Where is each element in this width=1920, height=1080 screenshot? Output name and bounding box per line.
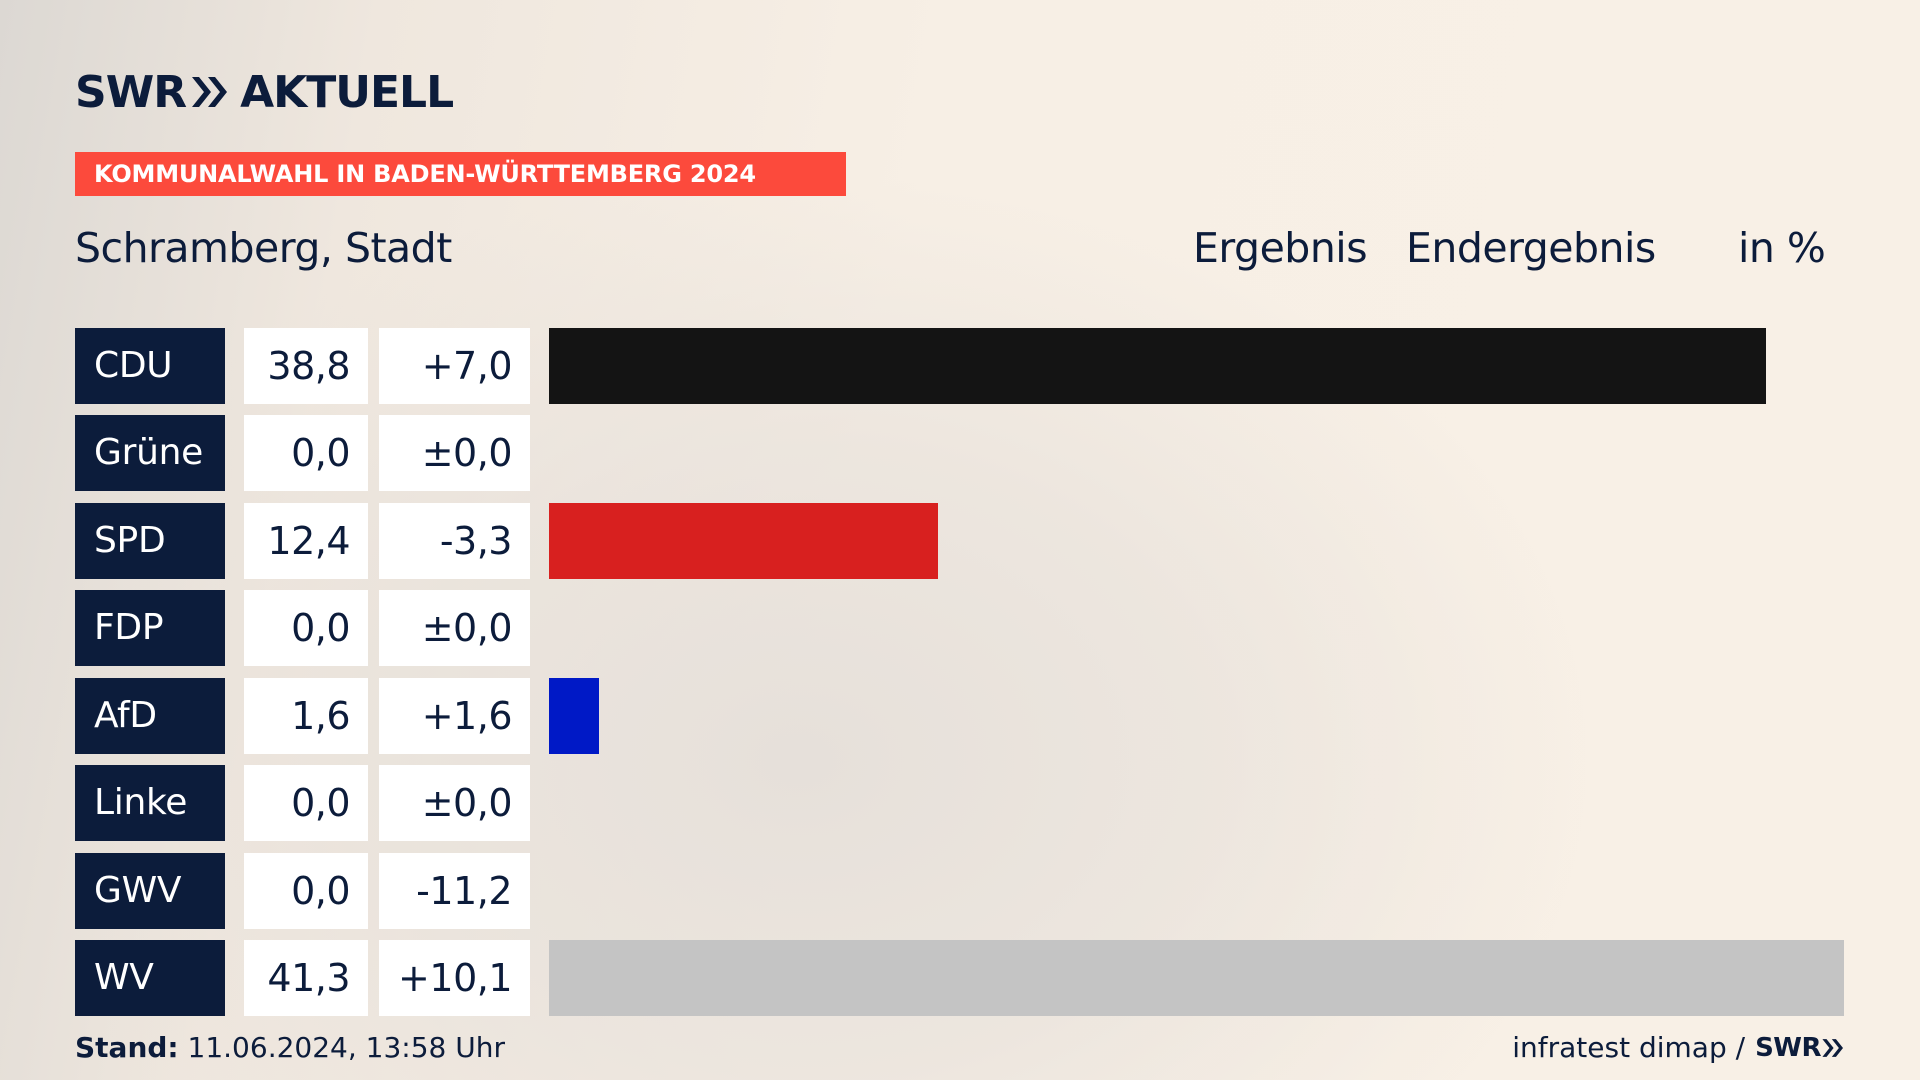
- election-kicker-banner: KOMMUNALWAHL IN BADEN-WÜRTTEMBERG 2024: [75, 152, 846, 196]
- source-credit: infratest dimap / SWR: [1512, 1030, 1845, 1066]
- vote-share-change: +7,0: [379, 328, 530, 404]
- vote-share-change: +10,1: [379, 940, 530, 1016]
- column-header-result: Ergebnis: [1193, 224, 1368, 272]
- party-label: CDU: [75, 328, 225, 404]
- result-row-linke: Linke 0,0 ±0,0: [75, 765, 1845, 841]
- result-row-spd: SPD 12,4 -3,3: [75, 503, 1845, 579]
- vote-share-value: 0,0: [244, 765, 368, 841]
- party-label: Grüne: [75, 415, 225, 491]
- party-label: WV: [75, 940, 225, 1016]
- vote-share-value: 12,4: [244, 503, 368, 579]
- party-label: SPD: [75, 503, 225, 579]
- vote-share-change: ±0,0: [379, 590, 530, 666]
- column-header-status: Endergebnis: [1406, 224, 1656, 272]
- party-label: GWV: [75, 853, 225, 929]
- vote-share-change: +1,6: [379, 678, 530, 754]
- small-double-chevron-icon: [1822, 1039, 1843, 1057]
- result-row-wv: WV 41,3 +10,1: [75, 940, 1845, 1016]
- vote-share-change: ±0,0: [379, 765, 530, 841]
- party-label: FDP: [75, 590, 225, 666]
- result-row-cdu: CDU 38,8 +7,0: [75, 328, 1845, 404]
- result-row-gwv: GWV 0,0 -11,2: [75, 853, 1845, 929]
- column-header-unit: in %: [1738, 224, 1826, 272]
- timestamp-line: Stand: 11.06.2024, 13:58 Uhr: [75, 1030, 505, 1066]
- vote-share-value: 41,3: [244, 940, 368, 1016]
- result-bar: [549, 678, 600, 754]
- vote-share-value: 0,0: [244, 590, 368, 666]
- vote-share-value: 0,0: [244, 853, 368, 929]
- result-bar: [549, 503, 938, 579]
- vote-share-change: ±0,0: [379, 415, 530, 491]
- logo-aktuell-text: AKTUELL: [240, 66, 454, 118]
- timestamp-value: 11.06.2024, 13:58 Uhr: [187, 1031, 505, 1064]
- result-row-gruene: Grüne 0,0 ±0,0: [75, 415, 1845, 491]
- result-bar: [549, 328, 1766, 404]
- vote-share-value: 0,0: [244, 415, 368, 491]
- result-bar: [549, 940, 1844, 1016]
- party-label: AfD: [75, 678, 225, 754]
- party-label: Linke: [75, 765, 225, 841]
- result-row-afd: AfD 1,6 +1,6: [75, 678, 1845, 754]
- vote-share-value: 38,8: [244, 328, 368, 404]
- swr-small-logo-text: SWR: [1755, 1033, 1821, 1063]
- vote-share-change: -11,2: [379, 853, 530, 929]
- vote-share-change: -3,3: [379, 503, 530, 579]
- chart-title: Schramberg, Stadt: [75, 224, 452, 272]
- logo-swr-text: SWR: [75, 66, 187, 118]
- timestamp-label: Stand:: [75, 1031, 179, 1064]
- source-text: infratest dimap /: [1512, 1031, 1746, 1064]
- swr-aktuell-logo: SWR AKTUELL: [75, 66, 454, 118]
- double-chevron-icon: [192, 77, 228, 107]
- result-row-fdp: FDP 0,0 ±0,0: [75, 590, 1845, 666]
- vote-share-value: 1,6: [244, 678, 368, 754]
